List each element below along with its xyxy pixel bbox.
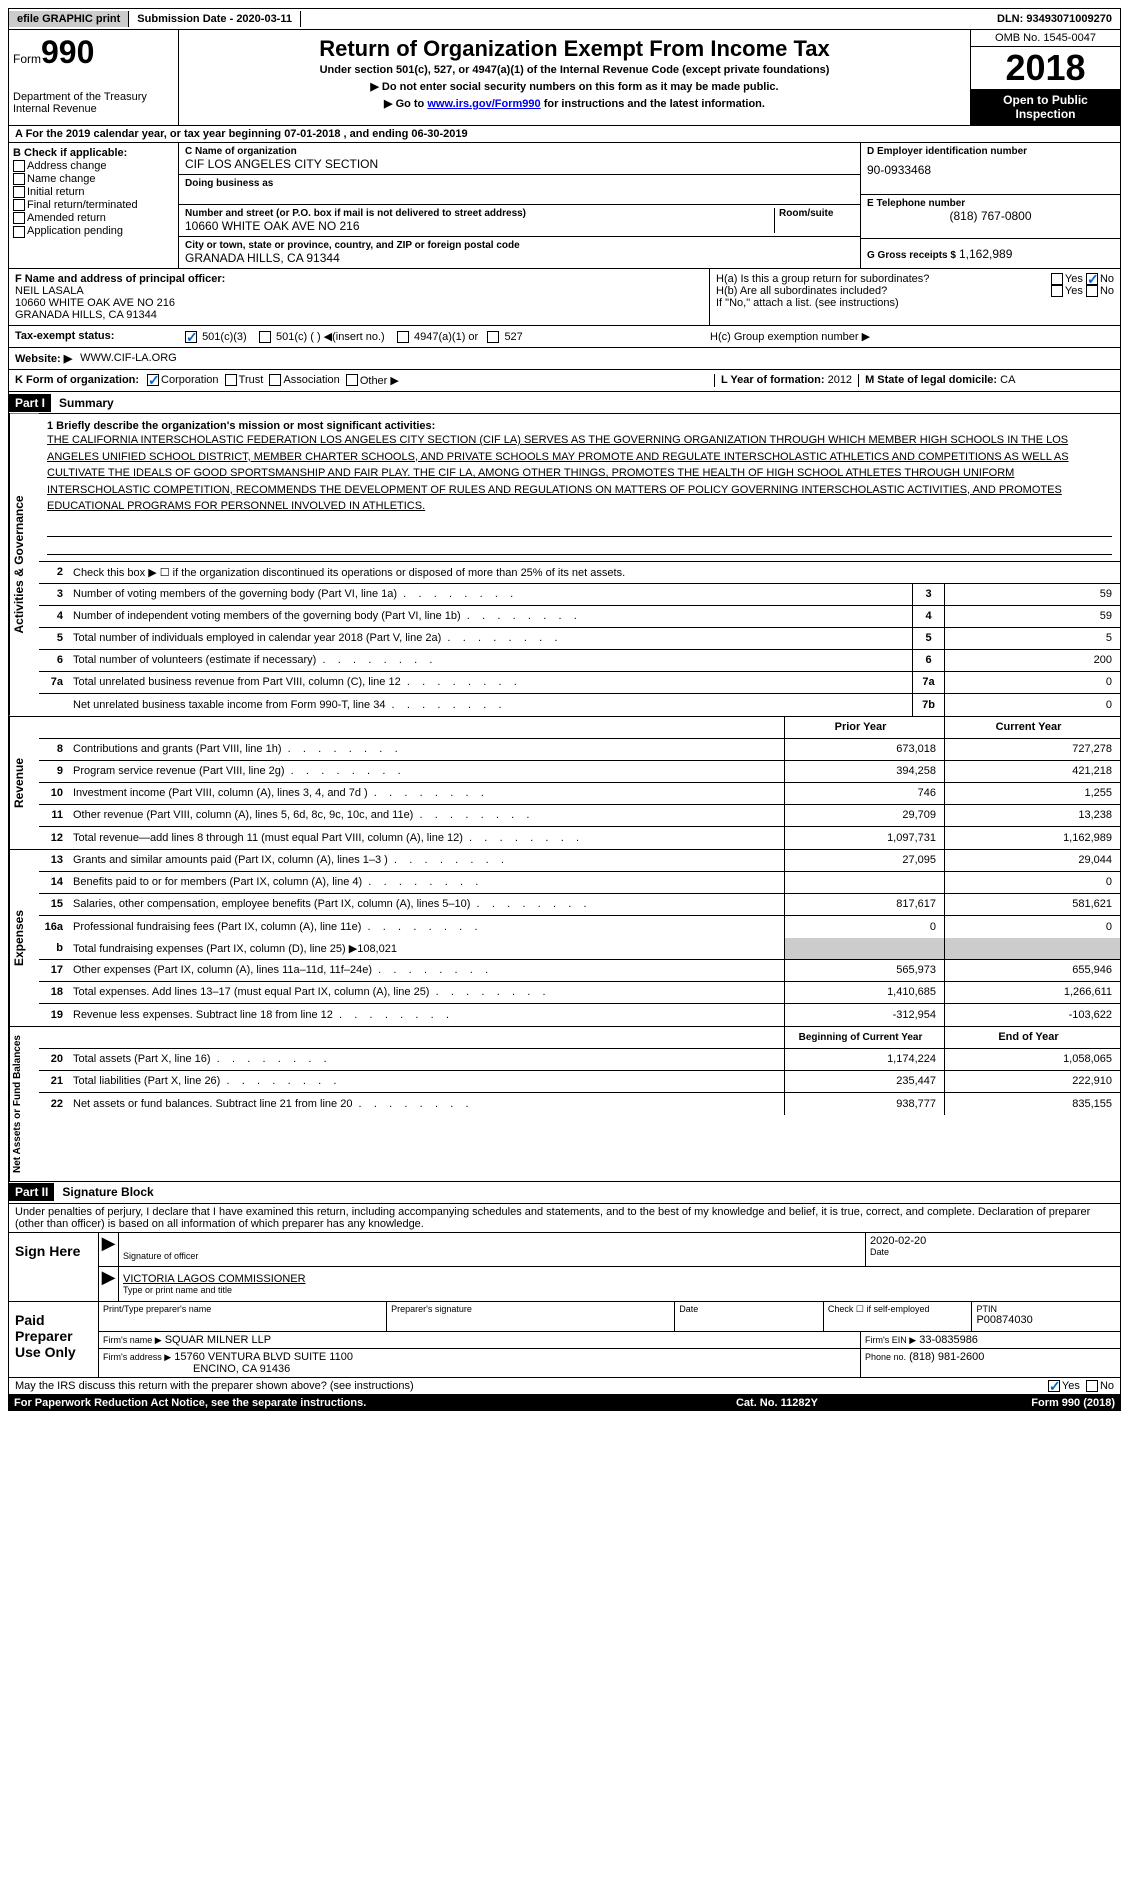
paid-preparer-section: Paid Preparer Use Only Print/Type prepar… bbox=[8, 1302, 1121, 1378]
tax-year-row: A For the 2019 calendar year, or tax yea… bbox=[8, 126, 1121, 143]
cb-name-change[interactable]: Name change bbox=[13, 173, 174, 185]
efile-print-button[interactable]: efile GRAPHIC print bbox=[9, 11, 129, 27]
submission-date: Submission Date - 2020-03-11 bbox=[129, 11, 301, 27]
ptin: P00874030 bbox=[976, 1314, 1116, 1326]
form-word: Form bbox=[13, 52, 41, 66]
checkbox-column: B Check if applicable: Address change Na… bbox=[9, 143, 179, 268]
omb-number: OMB No. 1545-0047 bbox=[971, 30, 1120, 47]
tax-year: 2018 bbox=[971, 47, 1120, 89]
gov-side-label: Activities & Governance bbox=[9, 414, 39, 716]
discuss-row: May the IRS discuss this return with the… bbox=[8, 1378, 1121, 1395]
cb-amended[interactable]: Amended return bbox=[13, 212, 174, 224]
part1-header: Part ISummary bbox=[8, 392, 1121, 414]
cb-final-return[interactable]: Final return/terminated bbox=[13, 199, 174, 211]
part2-header: Part IISignature Block bbox=[8, 1182, 1121, 1204]
telephone: (818) 767-0800 bbox=[867, 209, 1114, 223]
form-header: Form990 Department of the Treasury Inter… bbox=[8, 30, 1121, 126]
cb-application[interactable]: Application pending bbox=[13, 225, 174, 237]
tax-exempt-row: Tax-exempt status: 501(c)(3) 501(c) ( ) … bbox=[8, 326, 1121, 348]
form-number: 990 bbox=[41, 34, 94, 70]
mission-text: THE CALIFORNIA INTERSCHOLASTIC FEDERATIO… bbox=[47, 432, 1112, 515]
rev-side-label: Revenue bbox=[9, 717, 39, 849]
firm-name: SQUAR MILNER LLP bbox=[165, 1334, 271, 1346]
main-info-grid: B Check if applicable: Address change Na… bbox=[8, 143, 1121, 269]
header-sub2: ▶ Do not enter social security numbers o… bbox=[185, 78, 964, 95]
officer-addr2: GRANADA HILLS, CA 91344 bbox=[15, 309, 703, 321]
officer-row: F Name and address of principal officer:… bbox=[8, 269, 1121, 326]
header-sub1: Under section 501(c), 527, or 4947(a)(1)… bbox=[185, 62, 964, 78]
sign-here-section: Sign Here ▶ Signature of officer 2020-02… bbox=[8, 1233, 1121, 1302]
officer-name-title: VICTORIA LAGOS COMMISSIONER bbox=[123, 1273, 1116, 1285]
org-name: CIF LOS ANGELES CITY SECTION bbox=[185, 157, 854, 171]
form-title: Return of Organization Exempt From Incom… bbox=[185, 36, 964, 62]
form-org-row: K Form of organization: Corporation Trus… bbox=[8, 370, 1121, 392]
state-domicile: CA bbox=[1000, 374, 1015, 386]
topbar: efile GRAPHIC print Submission Date - 20… bbox=[8, 8, 1121, 30]
discuss-yes[interactable] bbox=[1048, 1380, 1060, 1392]
website: WWW.CIF-LA.ORG bbox=[80, 352, 177, 365]
cb-address-change[interactable]: Address change bbox=[13, 160, 174, 172]
line2: Check this box ▶ ☐ if the organization d… bbox=[69, 564, 1120, 581]
fundraising-total: 108,021 bbox=[357, 943, 397, 955]
dln: DLN: 93493071009270 bbox=[989, 11, 1120, 27]
officer-name: NEIL LASALA bbox=[15, 285, 703, 297]
year-formation: 2012 bbox=[828, 374, 852, 386]
dept-treasury: Department of the Treasury Internal Reve… bbox=[13, 91, 174, 115]
street-address: 10660 WHITE OAK AVE NO 216 bbox=[185, 219, 774, 233]
ein: 90-0933468 bbox=[867, 163, 1114, 177]
net-assets-section: Net Assets or Fund Balances Beginning of… bbox=[8, 1027, 1121, 1182]
penalties-text: Under penalties of perjury, I declare th… bbox=[8, 1204, 1121, 1233]
prior-year-header: Prior Year bbox=[784, 717, 944, 738]
cb-initial-return[interactable]: Initial return bbox=[13, 186, 174, 198]
group-return-no[interactable] bbox=[1086, 273, 1098, 285]
revenue-section: Revenue Prior YearCurrent Year 8Contribu… bbox=[8, 717, 1121, 850]
firm-addr: 15760 VENTURA BLVD SUITE 1100 bbox=[174, 1351, 353, 1363]
expenses-section: Expenses 13Grants and similar amounts pa… bbox=[8, 850, 1121, 1027]
firm-ein: 33-0835986 bbox=[919, 1334, 978, 1346]
website-row: Website: ▶ WWW.CIF-LA.ORG bbox=[8, 348, 1121, 370]
activities-governance-section: Activities & Governance 1 Briefly descri… bbox=[8, 414, 1121, 717]
city-state-zip: GRANADA HILLS, CA 91344 bbox=[185, 251, 854, 265]
firm-phone: (818) 981-2600 bbox=[909, 1351, 984, 1363]
irs-link[interactable]: www.irs.gov/Form990 bbox=[427, 98, 540, 110]
cb-501c3[interactable] bbox=[185, 331, 197, 343]
exp-side-label: Expenses bbox=[9, 850, 39, 1026]
footer: For Paperwork Reduction Act Notice, see … bbox=[8, 1395, 1121, 1411]
sign-date: 2020-02-20 bbox=[870, 1235, 1116, 1247]
net-side-label: Net Assets or Fund Balances bbox=[9, 1027, 39, 1181]
cb-corporation[interactable] bbox=[147, 374, 159, 386]
gross-receipts: 1,162,989 bbox=[959, 247, 1012, 261]
current-year-header: Current Year bbox=[944, 717, 1120, 738]
header-sub3: ▶ Go to www.irs.gov/Form990 for instruct… bbox=[185, 95, 964, 112]
open-public-badge: Open to Public Inspection bbox=[971, 89, 1120, 125]
officer-addr1: 10660 WHITE OAK AVE NO 216 bbox=[15, 297, 703, 309]
